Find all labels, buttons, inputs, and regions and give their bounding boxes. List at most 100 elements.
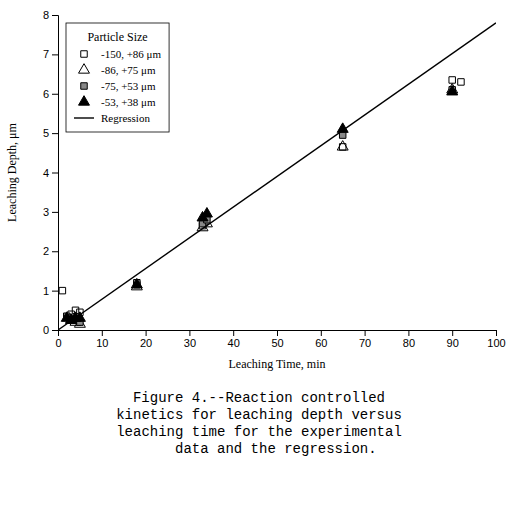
y-axis-tick: 4 [43, 167, 58, 179]
tick-mark [52, 330, 58, 331]
tick-mark [365, 330, 366, 336]
y-axis-tick: 5 [43, 127, 58, 139]
y-axis: 0 1 2 3 4 5 6 7 8 [43, 9, 59, 336]
point [201, 208, 212, 217]
x-axis-tick: 90 [447, 330, 459, 349]
tick-label: 20 [140, 337, 152, 349]
x-axis-tick: 60 [315, 330, 327, 349]
tick-mark [102, 330, 103, 336]
legend-swatch [81, 83, 87, 89]
tick-label: 30 [184, 337, 196, 349]
x-axis-tick: 70 [359, 330, 371, 349]
x-axis-tick: 0 [55, 330, 61, 349]
tick-label: 5 [43, 127, 49, 139]
tick-label: 6 [43, 88, 49, 100]
x-axis-line [59, 331, 497, 337]
series [59, 77, 464, 318]
y-axis-tick: 6 [43, 88, 58, 100]
tick-mark [233, 330, 234, 336]
y-axis-title: Leaching Depth, μm [5, 122, 19, 221]
x-axis-tick: 10 [96, 330, 108, 349]
tick-mark [146, 330, 147, 336]
tick-mark [321, 330, 322, 336]
tick-label: 100 [487, 337, 505, 349]
x-axis-tick: 40 [228, 330, 240, 349]
tick-mark [452, 330, 453, 336]
caption-line: Figure 4.--Reaction controlled [133, 390, 385, 406]
caption: Figure 4.--Reaction controlledkinetics f… [116, 390, 402, 457]
tick-label: 0 [55, 337, 61, 349]
legend-swatch [79, 64, 90, 73]
tick-label: 70 [359, 337, 371, 349]
x-axis-tick: 50 [271, 330, 283, 349]
legend-title: Particle Size [87, 30, 147, 44]
caption-line: data and the regression. [141, 441, 376, 457]
point [337, 141, 348, 150]
tick-label: 8 [43, 9, 49, 21]
legend-item: -53, +38 μm [79, 96, 156, 108]
legend-swatch [81, 51, 87, 57]
y-axis-tick: 3 [43, 206, 58, 218]
marks [58, 23, 496, 330]
tick-label: 7 [43, 48, 49, 60]
tick-label: 60 [315, 337, 327, 349]
y-axis-tick: 7 [43, 48, 58, 60]
legend: Particle Size -150, +86 μm -86, +75 μm -75,… [66, 23, 169, 132]
tick-label: 1 [43, 285, 49, 297]
tick-label: 2 [43, 245, 49, 257]
tick-mark [189, 330, 190, 336]
tick-label: 3 [43, 206, 49, 218]
tick-mark [52, 212, 58, 213]
point [59, 287, 65, 293]
legend-label: -75, +53 μm [101, 80, 156, 92]
regression-line [58, 23, 496, 330]
tick-label: 80 [403, 337, 415, 349]
x-axis-tick: 30 [184, 330, 196, 349]
tick-mark [52, 291, 58, 292]
legend-label: -150, +86 μm [101, 48, 162, 60]
x-axis: 0 10 20 30 40 50 60 70 80 90 100 [55, 330, 505, 349]
legend-frame [66, 23, 169, 132]
legend-swatch [79, 96, 90, 105]
x-axis-title: Leaching Time, min [229, 357, 326, 371]
series [64, 87, 456, 326]
x-axis-tick: 80 [403, 330, 415, 349]
point [449, 77, 455, 83]
chart: 0 10 20 30 40 50 60 70 80 90 100 0 1 2 3 4 5 6 7 8 Particle … [0, 0, 518, 521]
x-axis-tick: 100 [487, 330, 505, 349]
point [131, 278, 142, 287]
tick-mark [52, 133, 58, 134]
caption-line: kinetics for leaching depth versus [116, 407, 402, 423]
caption-line: leaching time for the experimental [116, 424, 402, 440]
legend-label: -53, +38 μm [101, 96, 156, 108]
tick-mark [496, 330, 497, 336]
series [61, 85, 457, 323]
y-axis-line [52, 16, 59, 331]
tick-mark [52, 94, 58, 95]
legend-item: -86, +75 μm [79, 64, 156, 76]
x-axis-tick: 20 [140, 330, 152, 349]
tick-mark [52, 173, 58, 174]
y-axis-tick: 8 [43, 9, 58, 21]
tick-label: 40 [228, 337, 240, 349]
tick-label: 50 [271, 337, 283, 349]
tick-mark [277, 330, 278, 336]
tick-mark [408, 330, 409, 336]
tick-label: 10 [96, 337, 108, 349]
series [66, 83, 458, 327]
y-axis-tick: 2 [43, 245, 58, 257]
tick-mark [52, 54, 58, 55]
tick-label: 90 [447, 337, 459, 349]
y-axis-tick: 1 [43, 285, 58, 297]
tick-label: 0 [43, 324, 49, 336]
legend-item: -150, +86 μm [81, 48, 162, 60]
tick-label: 4 [43, 167, 49, 179]
legend-item: -75, +53 μm [81, 80, 156, 92]
point [458, 79, 464, 85]
tick-mark [52, 15, 58, 16]
point [447, 85, 458, 94]
tick-mark [52, 251, 58, 252]
legend-label: Regression [101, 112, 150, 124]
legend-swatch [74, 117, 94, 118]
legend-label: -86, +75 μm [101, 64, 156, 76]
